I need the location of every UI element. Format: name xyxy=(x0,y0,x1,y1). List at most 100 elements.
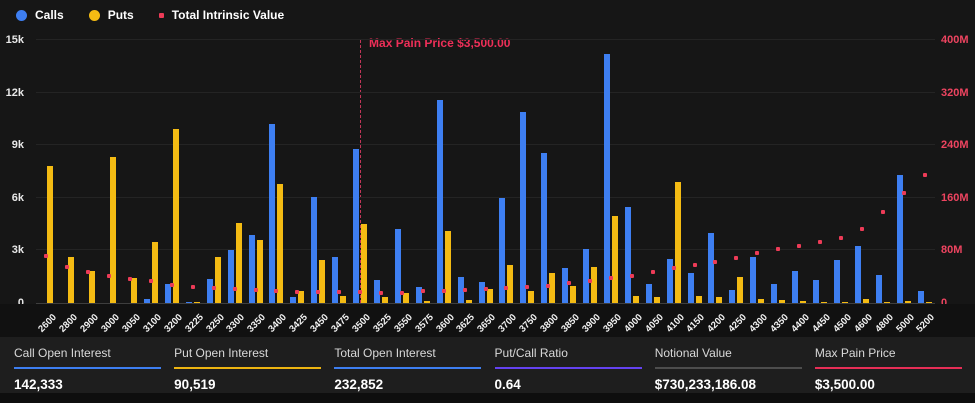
intrinsic-dot-4400[interactable] xyxy=(797,243,802,248)
put-bar-3900[interactable] xyxy=(591,267,598,303)
put-bar-4150[interactable] xyxy=(695,295,702,303)
put-bar-3950[interactable] xyxy=(611,215,618,303)
call-bar-3525[interactable] xyxy=(373,280,380,303)
put-bar-5000[interactable] xyxy=(904,301,911,303)
intrinsic-dot-3900[interactable] xyxy=(588,278,593,283)
intrinsic-dot-4200[interactable] xyxy=(713,259,718,264)
put-bar-3625[interactable] xyxy=(465,299,472,303)
call-bar-4000[interactable] xyxy=(624,206,631,303)
put-bar-3525[interactable] xyxy=(381,296,388,303)
legend-total-intrinsic-value[interactable]: Total Intrinsic Value xyxy=(158,8,284,22)
put-bar-2600[interactable] xyxy=(47,166,54,303)
put-bar-4500[interactable] xyxy=(841,302,848,303)
call-bar-4150[interactable] xyxy=(687,273,694,303)
intrinsic-dot-3225[interactable] xyxy=(190,284,195,289)
call-bar-4800[interactable] xyxy=(875,274,882,303)
put-bar-3550[interactable] xyxy=(402,293,409,303)
intrinsic-dot-3600[interactable] xyxy=(441,288,446,293)
legend-puts[interactable]: Puts xyxy=(88,8,134,22)
call-bar-3575[interactable] xyxy=(415,287,422,303)
put-bar-4050[interactable] xyxy=(653,297,660,303)
put-bar-3750[interactable] xyxy=(528,291,535,303)
put-bar-3100[interactable] xyxy=(151,241,158,303)
put-bar-3700[interactable] xyxy=(507,265,514,303)
intrinsic-dot-3650[interactable] xyxy=(483,287,488,291)
intrinsic-dot-4150[interactable] xyxy=(692,262,697,267)
call-bar-4300[interactable] xyxy=(750,257,757,303)
put-bar-4450[interactable] xyxy=(821,302,827,303)
intrinsic-dot-3525[interactable] xyxy=(378,291,383,296)
call-bar-4450[interactable] xyxy=(813,280,819,303)
call-bar-3900[interactable] xyxy=(583,248,590,303)
intrinsic-dot-4100[interactable] xyxy=(671,266,676,271)
put-bar-3450[interactable] xyxy=(319,260,326,303)
intrinsic-dot-4350[interactable] xyxy=(776,247,781,252)
intrinsic-dot-4300[interactable] xyxy=(755,251,760,256)
put-bar-3425[interactable] xyxy=(298,291,305,303)
call-bar-3250[interactable] xyxy=(206,279,213,303)
put-bar-3000[interactable] xyxy=(110,157,117,303)
put-bar-4600[interactable] xyxy=(862,298,869,303)
call-bar-3300[interactable] xyxy=(227,250,234,303)
call-bar-4200[interactable] xyxy=(708,232,715,303)
intrinsic-dot-3850[interactable] xyxy=(567,281,572,286)
intrinsic-dot-3625[interactable] xyxy=(462,287,467,292)
intrinsic-dot-2600[interactable] xyxy=(44,254,49,259)
call-bar-4600[interactable] xyxy=(854,246,861,303)
intrinsic-dot-3450[interactable] xyxy=(316,290,321,295)
call-bar-3650[interactable] xyxy=(478,281,485,303)
intrinsic-dot-3800[interactable] xyxy=(546,284,551,289)
call-bar-3425[interactable] xyxy=(290,296,297,303)
call-bar-4350[interactable] xyxy=(771,283,778,303)
intrinsic-dot-3050[interactable] xyxy=(128,277,133,282)
call-bar-3625[interactable] xyxy=(457,276,464,303)
call-bar-3500[interactable] xyxy=(353,148,360,303)
intrinsic-dot-4000[interactable] xyxy=(629,274,634,279)
intrinsic-dot-2900[interactable] xyxy=(86,270,91,275)
intrinsic-dot-4050[interactable] xyxy=(650,270,655,275)
legend-calls[interactable]: Calls xyxy=(16,8,64,22)
put-bar-4300[interactable] xyxy=(758,298,765,303)
intrinsic-dot-3250[interactable] xyxy=(211,286,216,291)
put-bar-3225[interactable] xyxy=(193,301,200,303)
intrinsic-dot-3425[interactable] xyxy=(295,289,300,294)
intrinsic-dot-3300[interactable] xyxy=(232,287,237,292)
call-bar-3225[interactable] xyxy=(185,301,192,303)
intrinsic-dot-4450[interactable] xyxy=(818,239,822,244)
call-bar-3450[interactable] xyxy=(311,196,318,303)
put-bar-3500[interactable] xyxy=(361,224,368,303)
put-bar-2800[interactable] xyxy=(68,256,75,303)
call-bar-5200[interactable] xyxy=(917,290,924,303)
intrinsic-dot-3500[interactable] xyxy=(358,290,363,295)
put-bar-5200[interactable] xyxy=(925,302,932,303)
call-bar-3750[interactable] xyxy=(520,111,527,303)
put-bar-4250[interactable] xyxy=(737,276,744,303)
intrinsic-dot-4500[interactable] xyxy=(838,236,843,241)
intrinsic-dot-3700[interactable] xyxy=(504,286,509,291)
put-bar-3350[interactable] xyxy=(256,239,263,303)
put-bar-3475[interactable] xyxy=(340,296,347,303)
put-bar-3600[interactable] xyxy=(444,231,451,303)
call-bar-3600[interactable] xyxy=(436,99,443,303)
put-bar-4000[interactable] xyxy=(632,295,639,303)
put-bar-4100[interactable] xyxy=(674,182,681,303)
put-bar-3050[interactable] xyxy=(131,278,138,303)
call-bar-3100[interactable] xyxy=(143,298,150,303)
call-bar-3400[interactable] xyxy=(269,124,276,303)
intrinsic-dot-3475[interactable] xyxy=(337,289,342,294)
put-bar-3650[interactable] xyxy=(486,288,493,303)
intrinsic-dot-3000[interactable] xyxy=(107,273,112,278)
intrinsic-dot-3200[interactable] xyxy=(169,282,174,287)
call-bar-3950[interactable] xyxy=(603,54,610,303)
call-bar-4500[interactable] xyxy=(833,260,840,303)
put-bar-4200[interactable] xyxy=(716,297,723,303)
put-bar-4800[interactable] xyxy=(883,302,890,303)
put-bar-4350[interactable] xyxy=(779,300,786,303)
put-bar-3400[interactable] xyxy=(277,183,284,303)
intrinsic-dot-4600[interactable] xyxy=(859,227,864,232)
call-bar-5000[interactable] xyxy=(896,175,903,303)
call-bar-4100[interactable] xyxy=(666,259,673,303)
call-bar-4400[interactable] xyxy=(792,270,799,303)
intrinsic-dot-3950[interactable] xyxy=(608,276,613,281)
plot-area[interactable]: Max Pain Price $3,500.00 2600 2800 2900 300… xyxy=(36,36,937,335)
